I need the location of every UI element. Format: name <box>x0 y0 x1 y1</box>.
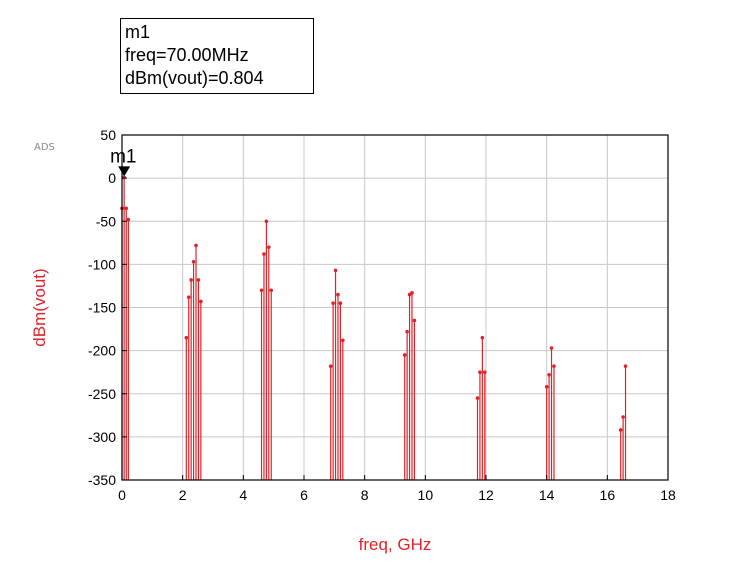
x-tick-label: 8 <box>361 487 369 503</box>
stem-point <box>410 291 414 295</box>
stem-point <box>544 385 549 389</box>
stem-point <box>341 338 345 343</box>
stem-point <box>412 318 417 323</box>
stem-point <box>623 364 628 368</box>
stem-point <box>338 301 343 305</box>
stem-point <box>478 370 482 374</box>
stem-point <box>547 372 551 377</box>
stem-point <box>264 219 269 224</box>
stem-point <box>191 259 196 264</box>
y-tick-label: 50 <box>100 127 116 143</box>
y-tick-label: -200 <box>88 343 116 359</box>
stem-point <box>259 288 264 293</box>
marker-arrow-icon <box>118 166 131 177</box>
stem-point <box>618 428 623 432</box>
x-tick-label: 12 <box>478 487 494 503</box>
stem-point <box>269 288 274 293</box>
ads-watermark: ADS <box>34 142 55 153</box>
marker-label: m1 <box>110 146 136 167</box>
y-tick-label: -100 <box>88 256 116 272</box>
stem-point <box>552 364 556 368</box>
stem-point <box>328 364 333 368</box>
marker-value: dBm(vout)=0.804 <box>125 68 264 88</box>
y-tick-label: -250 <box>88 386 116 402</box>
x-tick-label: 4 <box>239 487 247 503</box>
stem-point <box>482 370 487 374</box>
x-tick-label: 10 <box>418 487 434 503</box>
y-tick-label: -50 <box>96 213 116 229</box>
stem-point <box>262 252 266 256</box>
stem-point <box>189 278 193 282</box>
x-tick-label: 16 <box>600 487 616 503</box>
stem-point <box>186 295 191 299</box>
y-tick-label: -300 <box>88 429 116 445</box>
stem-point <box>549 346 554 350</box>
x-tick-label: 0 <box>118 487 126 503</box>
x-axis-label: freq, GHz <box>359 535 432 554</box>
stem-point <box>475 396 480 400</box>
marker-m1: m1 <box>110 146 137 177</box>
marker-readout-box: m1 freq=70.00MHz dBm(vout)=0.804 <box>120 18 314 94</box>
stem-point <box>480 335 485 340</box>
stem-point <box>196 278 201 282</box>
marker-frequency: freq=70.00MHz <box>125 45 249 65</box>
stem-point <box>194 243 198 248</box>
stem-point <box>333 268 338 273</box>
stem-point <box>336 292 340 297</box>
x-tick-label: 6 <box>300 487 308 503</box>
stem-point <box>405 329 409 334</box>
stem-point <box>331 301 335 305</box>
y-tick-labels: 50 0 -50 -100 -150 -200 -250 -300 -350 <box>88 127 127 488</box>
stem-point <box>402 353 407 357</box>
y-axis-label: dBm(vout) <box>30 268 49 346</box>
stem-point <box>621 415 625 419</box>
stem-point <box>267 245 271 249</box>
y-tick-label: -150 <box>88 300 116 316</box>
y-tick-label: 0 <box>108 170 116 186</box>
chart-grid <box>121 134 669 481</box>
stem-point <box>184 335 189 340</box>
stem-point <box>126 217 131 222</box>
x-tick-label: 14 <box>539 487 555 503</box>
x-tick-label: 2 <box>179 487 187 503</box>
y-tick-label: -350 <box>88 472 116 488</box>
stem-point <box>124 206 129 211</box>
x-tick-labels: 0 2 4 6 8 10 12 14 16 18 <box>118 475 676 503</box>
marker-name: m1 <box>125 22 151 42</box>
x-tick-label: 18 <box>660 487 676 503</box>
stem-point <box>199 299 203 304</box>
